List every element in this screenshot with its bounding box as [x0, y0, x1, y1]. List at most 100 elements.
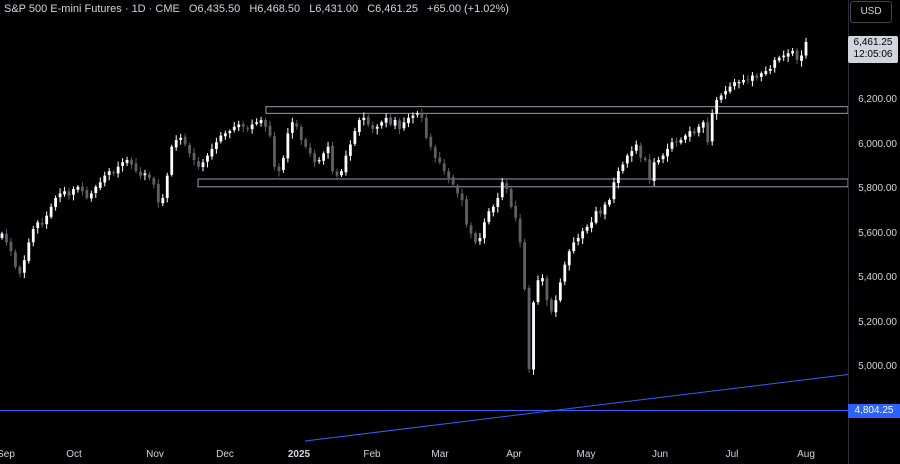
candles: [0, 37, 808, 376]
symbol-header[interactable]: S&P 500 E-mini Futures · 1D · CME O6,435…: [4, 3, 515, 15]
price-tick: 6,000.00: [858, 138, 897, 150]
candle-body: [710, 113, 714, 142]
time-tick: Jul: [725, 449, 739, 460]
candle-body: [764, 71, 768, 74]
change-value: +65.00 (+1.02%): [427, 3, 509, 15]
range-boxes[interactable]: [197, 106, 848, 188]
time-tick: Dec: [216, 449, 234, 460]
candle-body: [558, 282, 562, 301]
candle-body: [576, 237, 580, 242]
candle-body: [112, 172, 116, 174]
candle-body: [331, 145, 334, 172]
open-value: O6,435.50: [188, 3, 241, 15]
candle-body: [0, 233, 4, 238]
range-box[interactable]: [197, 178, 848, 188]
last-price-label: 6,461.25 12:05:06: [848, 36, 898, 63]
high-value: H6,468.50: [249, 3, 301, 15]
candle-body: [98, 182, 102, 188]
candlestick-chart[interactable]: [0, 0, 848, 464]
price-tick: 5,000.00: [858, 361, 897, 372]
candle-body: [139, 171, 142, 176]
range-box[interactable]: [265, 106, 848, 114]
time-tick: Sep: [0, 449, 15, 460]
candle-body: [223, 133, 227, 137]
candle-body: [148, 174, 151, 178]
time-tick: 2025: [287, 449, 311, 460]
candle-body: [72, 189, 75, 195]
candle-body: [581, 231, 585, 239]
candle-body: [438, 157, 442, 163]
candle-body: [335, 171, 339, 176]
candle-body: [746, 79, 750, 81]
candle-body: [706, 122, 710, 143]
candle-body: [45, 215, 49, 225]
candle-body: [643, 158, 647, 161]
price-tick: 6,200.00: [858, 94, 897, 105]
candle-body: [424, 117, 428, 138]
symbol-title[interactable]: S&P 500 E-mini Futures · 1D · CME: [4, 3, 180, 15]
candle-body: [228, 131, 232, 134]
candle-body: [518, 218, 522, 243]
candle-body: [505, 183, 509, 189]
candle-body: [420, 114, 424, 118]
candle-body: [630, 151, 634, 157]
candle-body: [474, 233, 477, 243]
candle-body: [603, 204, 607, 215]
candle-body: [416, 113, 419, 115]
candle-body: [759, 73, 763, 77]
candle-body: [237, 124, 241, 128]
time-tick: Mar: [431, 449, 449, 460]
candle-body: [447, 171, 451, 178]
currency-button[interactable]: USD: [850, 1, 892, 23]
candle-body: [326, 146, 330, 154]
candle-body: [268, 125, 272, 136]
price-tick: 5,600.00: [858, 227, 897, 239]
candle-body: [795, 50, 799, 60]
candle-body: [782, 55, 786, 58]
price-tick: 5,800.00: [858, 183, 897, 194]
candle-body: [340, 171, 343, 176]
candle-body: [715, 100, 719, 115]
candle-body: [407, 117, 410, 124]
candle-body: [116, 166, 120, 174]
candle-body: [152, 178, 156, 185]
candle-body: [509, 189, 513, 207]
candle-body: [612, 182, 616, 200]
candle-body: [585, 226, 589, 231]
candle-body: [156, 183, 160, 203]
candle-body: [572, 242, 576, 252]
candle-body: [429, 136, 433, 147]
candle-body: [259, 120, 263, 124]
candle-body: [389, 117, 392, 125]
drawing-lines[interactable]: [0, 373, 848, 442]
candle-body: [36, 222, 40, 228]
candle-body: [541, 278, 544, 282]
candle-body: [143, 173, 147, 176]
candle-body: [554, 300, 558, 313]
candle-body: [567, 251, 571, 266]
candle-body: [634, 144, 638, 151]
candle-body: [701, 122, 705, 128]
candle-body: [527, 288, 531, 370]
candle-body: [5, 233, 8, 243]
candle-body: [733, 82, 736, 87]
time-tick: Nov: [146, 449, 164, 460]
candle-body: [241, 124, 245, 127]
candle-body: [304, 139, 308, 147]
candle-body: [210, 148, 214, 157]
trend-line[interactable]: [304, 373, 848, 442]
candle-body: [179, 137, 183, 140]
candle-body: [362, 117, 366, 121]
candle-body: [478, 237, 482, 242]
candle-body: [384, 117, 388, 123]
candle-body: [273, 136, 276, 167]
candle-body: [639, 145, 643, 158]
candle-body: [648, 159, 652, 181]
candle-body: [483, 222, 486, 239]
candle-body: [496, 197, 500, 208]
candle-body: [219, 135, 223, 142]
price-axis[interactable]: 6,200.00 6,000.00 5,800.00 5,600.00 5,400.00…: [848, 0, 900, 464]
candle-body: [201, 162, 205, 167]
candle-body: [22, 260, 26, 273]
candle-body: [786, 53, 790, 57]
